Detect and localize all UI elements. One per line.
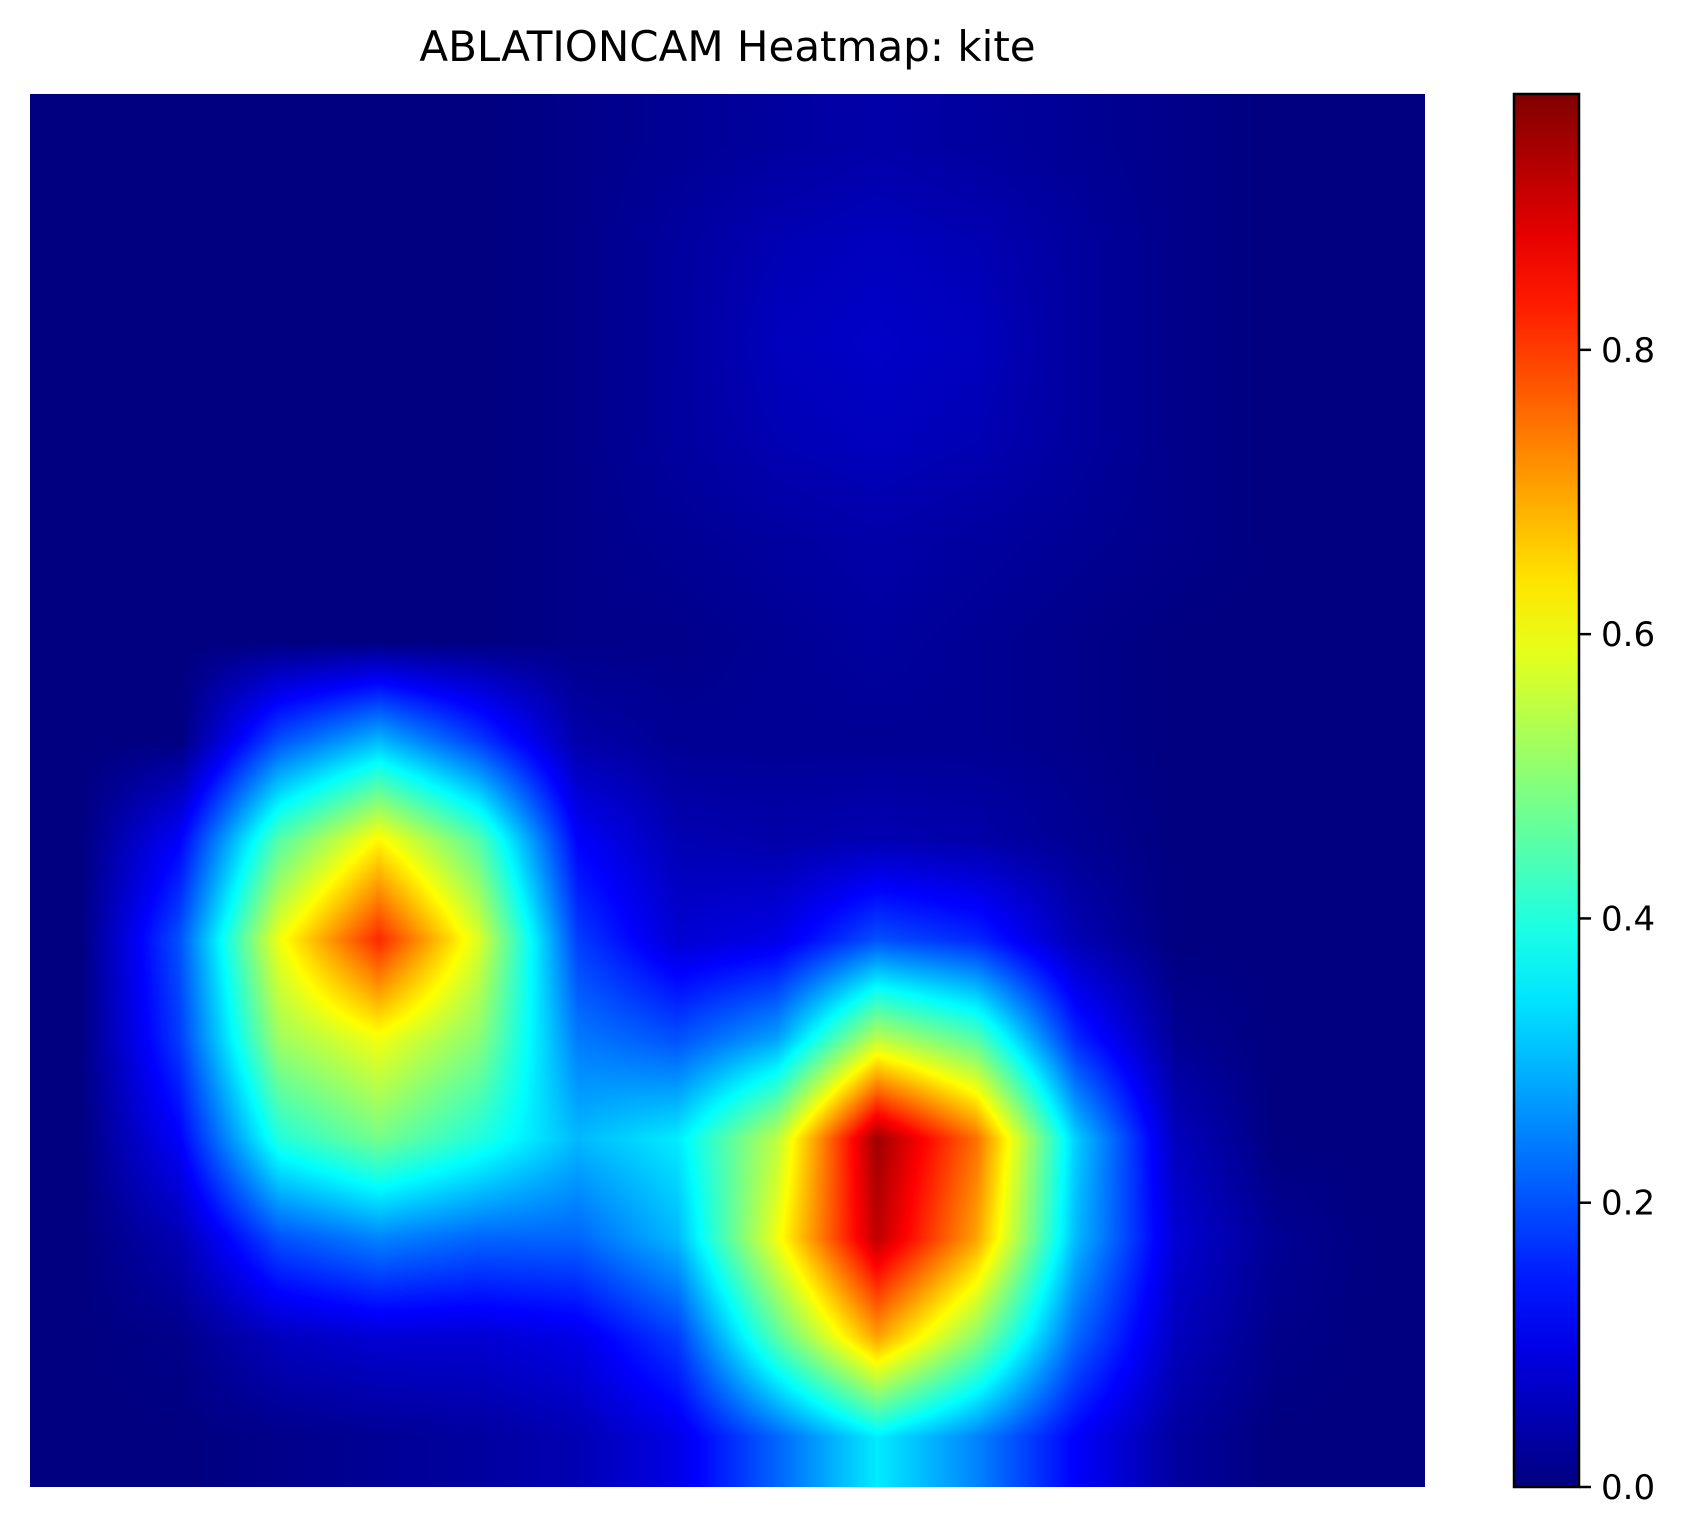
chart-title: ABLATIONCAM Heatmap: kite [419,22,1036,71]
colorbar-tick-label: 0.4 [1601,899,1655,939]
colorbar: 0.0 0.2 0.4 0.6 0.8 [1512,92,1655,1508]
heatmap-image [30,94,1425,1487]
colorbar-tick-label: 0.2 [1601,1184,1655,1224]
colorbar-tick-label: 0.8 [1601,331,1655,371]
colorbar-tick-label: 0.6 [1601,615,1655,655]
colorbar-tick-label: 0.0 [1601,1468,1655,1508]
colorbar-gradient [1512,92,1581,1489]
